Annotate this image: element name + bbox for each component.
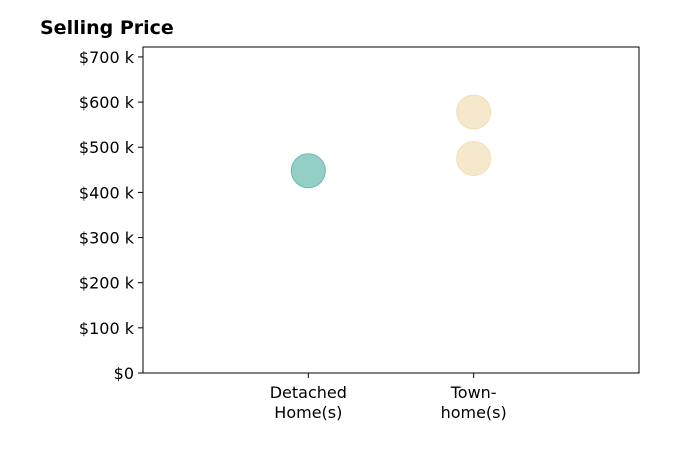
plot-frame (142, 46, 640, 374)
y-axis: $0 $100 k $200 k $300 k $400 k $500 k $600 k $7… (79, 48, 143, 383)
data-point (456, 94, 492, 130)
data-point (456, 141, 492, 177)
y-tick-label: $100 k (79, 319, 135, 338)
y-tick-label: $700 k (79, 48, 135, 67)
x-tick-label: Home(s) (274, 403, 342, 422)
data-point (290, 153, 326, 189)
data-points (290, 94, 492, 189)
y-tick-label: $0 (114, 364, 134, 383)
y-tick-label: $600 k (79, 93, 135, 112)
y-tick-label: $400 k (79, 183, 135, 202)
x-tick-label: Detached (270, 383, 347, 402)
x-tick-label: Town- (450, 383, 497, 402)
y-tick-label: $200 k (79, 274, 135, 293)
y-tick-label: $500 k (79, 138, 135, 157)
y-tick-label: $300 k (79, 229, 135, 248)
chart-title: Selling Price (40, 17, 174, 39)
x-tick-label: home(s) (441, 403, 507, 422)
